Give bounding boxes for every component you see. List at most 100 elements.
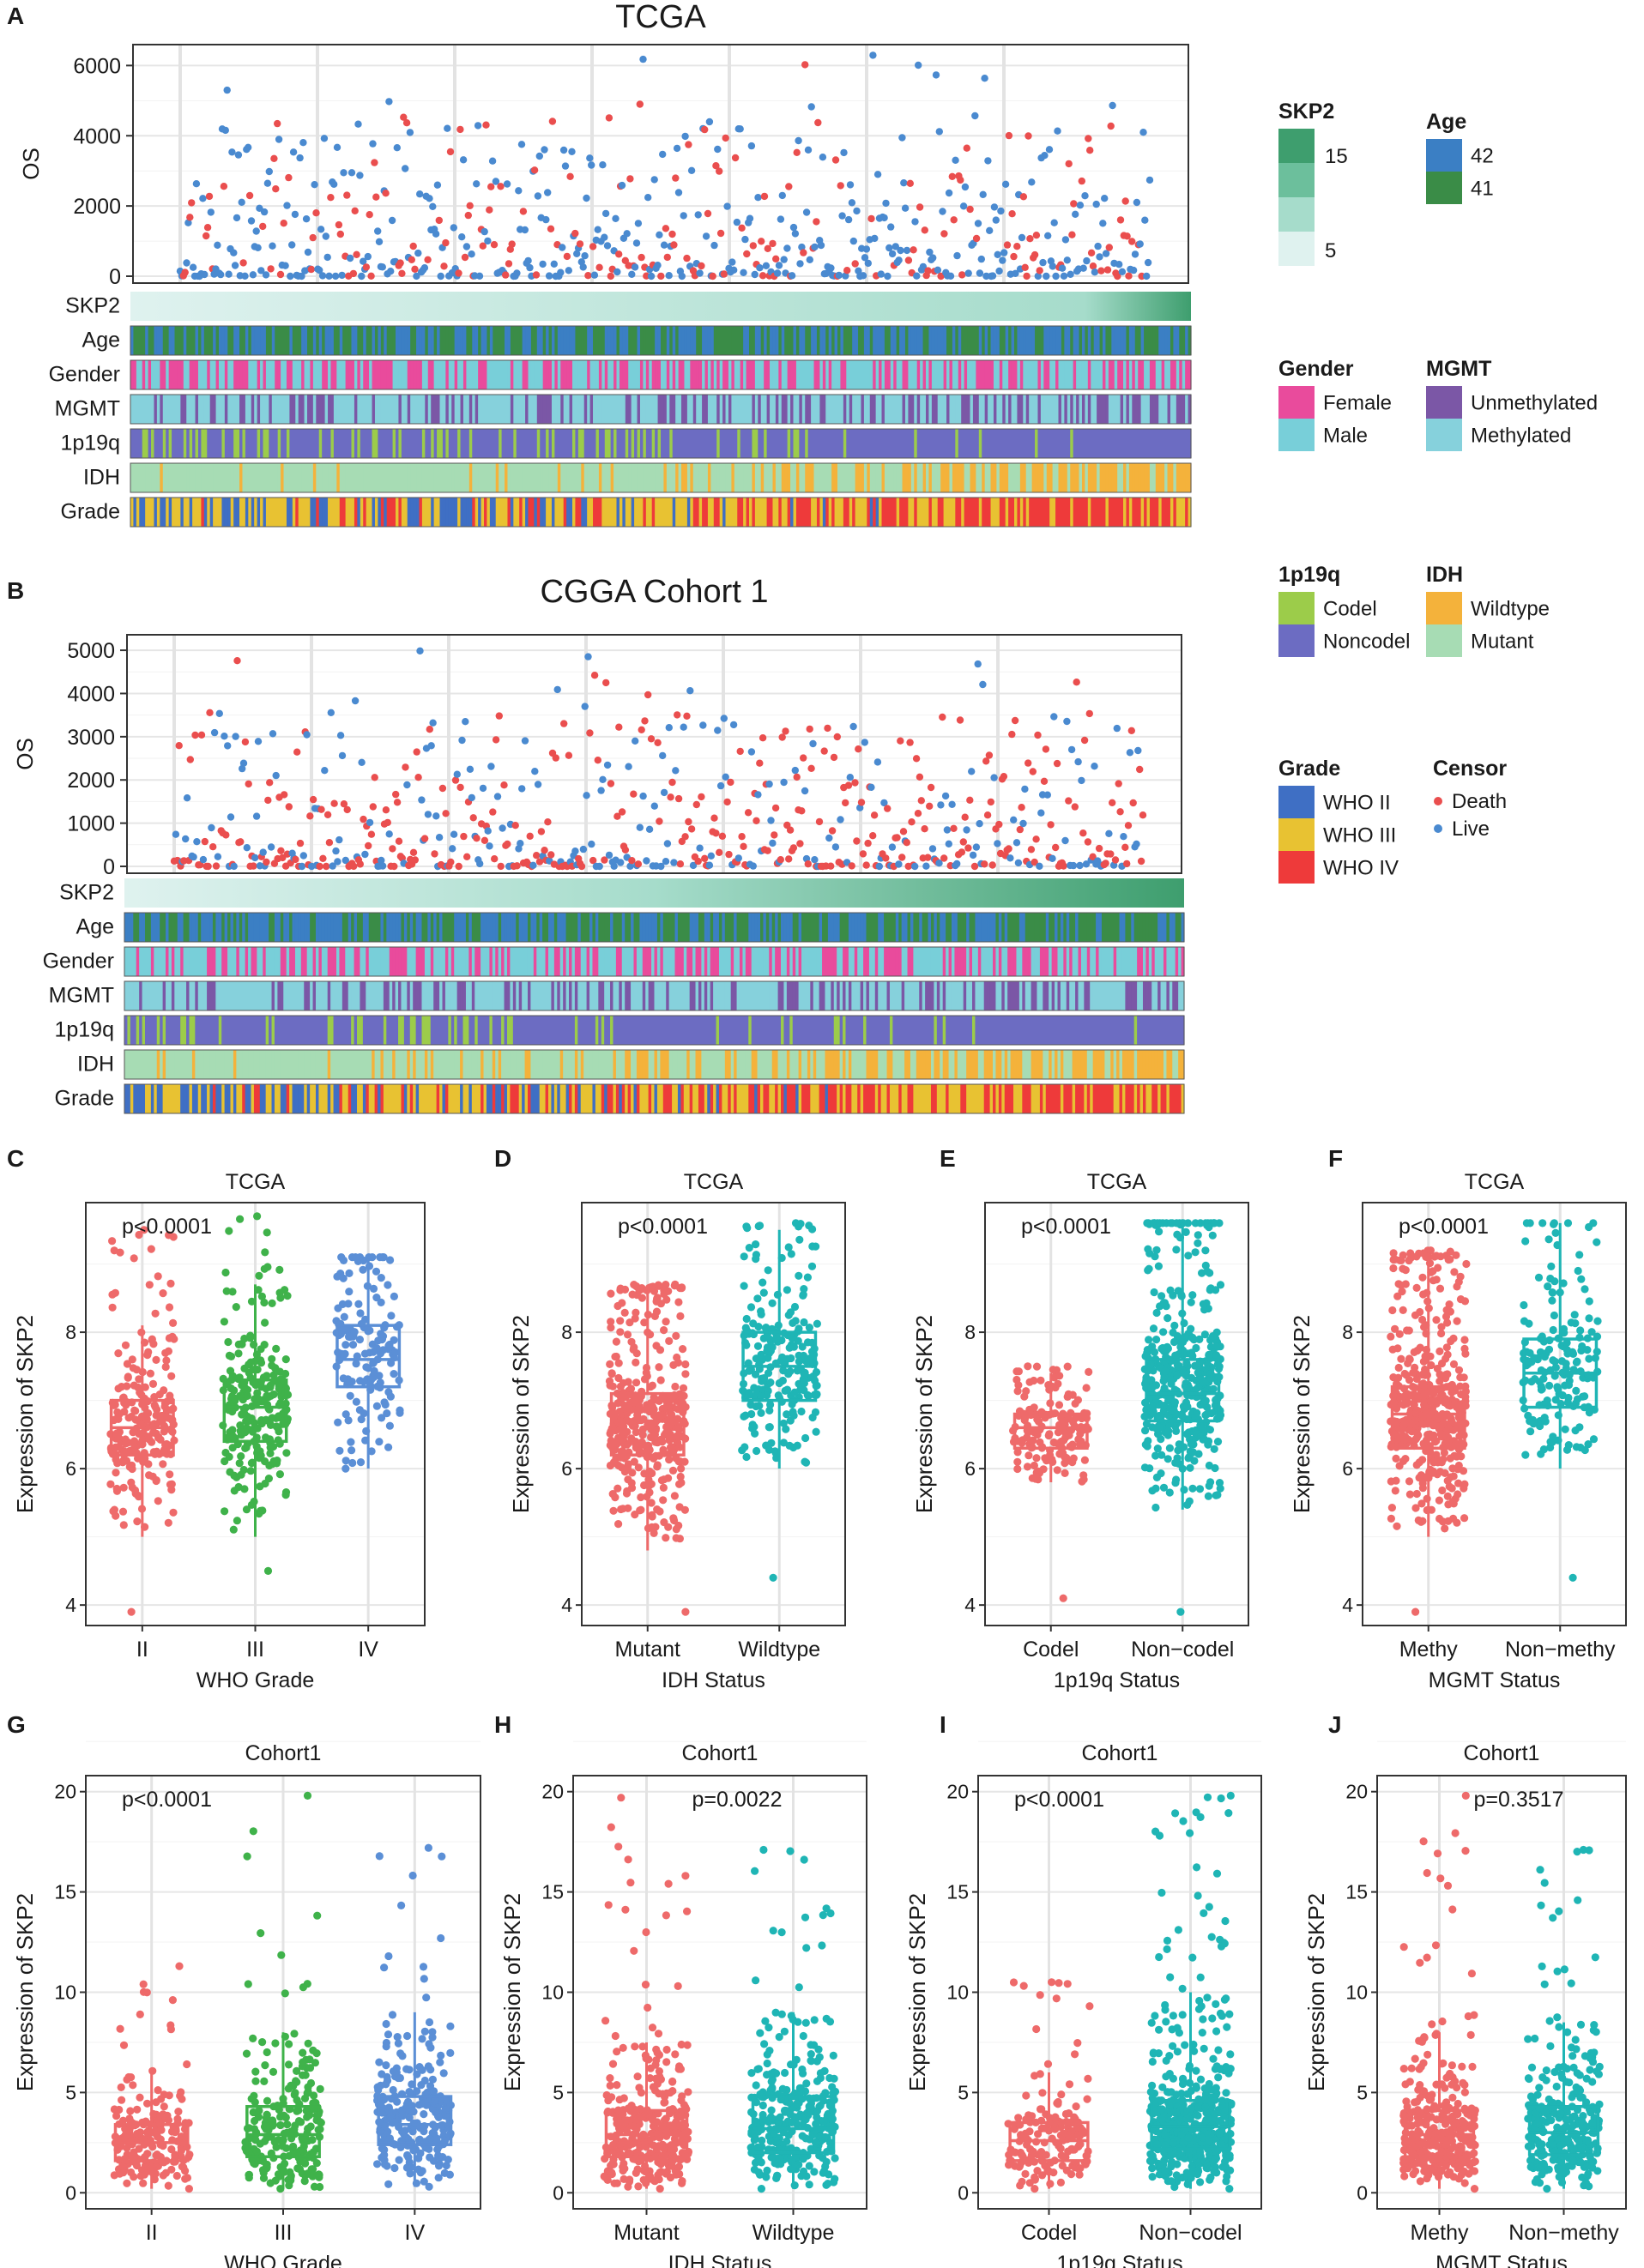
track-cell [560, 326, 565, 355]
track-cell [495, 360, 499, 389]
point-live [601, 233, 608, 241]
track-cell [430, 913, 434, 942]
point-death [431, 850, 438, 858]
y-tick-label: 0 [103, 855, 115, 879]
track-cell [880, 947, 885, 976]
track-cell [416, 360, 420, 389]
track-cell [978, 395, 982, 424]
track-cell [1185, 463, 1189, 492]
point-live [1078, 776, 1085, 785]
track-cell [1034, 947, 1038, 976]
track-cell [572, 429, 577, 458]
track-cell [1005, 326, 1009, 355]
point-live [849, 237, 857, 245]
track-cell [145, 360, 149, 389]
track-cell [410, 326, 414, 355]
track-cell [987, 981, 991, 1010]
point-live [561, 162, 570, 170]
track-cell [571, 913, 576, 942]
track-cell [861, 360, 865, 389]
track-cell [696, 326, 700, 355]
point-death [204, 862, 212, 871]
point-live [416, 190, 424, 198]
track-cell [230, 395, 234, 424]
track-cell [678, 429, 682, 458]
track-cell [910, 1016, 914, 1045]
track-cell [1049, 360, 1054, 389]
track-cell [736, 913, 740, 942]
track-cell [884, 326, 888, 355]
track-cell [219, 326, 223, 355]
track-cell [1172, 913, 1176, 942]
track-cell [233, 1050, 237, 1079]
track-cell [177, 1050, 181, 1079]
track-cell [916, 395, 921, 424]
track-cell [589, 429, 594, 458]
track-cell [224, 463, 228, 492]
track-cell [289, 913, 293, 942]
track-cell [643, 395, 647, 424]
track-cell [754, 395, 759, 424]
track-cell [351, 463, 355, 492]
track-cell [251, 326, 255, 355]
track-cell [339, 395, 343, 424]
track-cell [969, 947, 973, 976]
track-cell [212, 981, 216, 1010]
track-cell [1085, 429, 1089, 458]
track-cell [162, 913, 166, 942]
track-cell [324, 463, 329, 492]
track-cell [895, 1016, 899, 1045]
point-death [800, 754, 807, 762]
point-live [462, 718, 469, 726]
track-cell [207, 913, 211, 942]
point-death [738, 833, 746, 841]
track-cell [689, 947, 693, 976]
point-live [802, 208, 811, 216]
track-cell [516, 981, 520, 1010]
track-cell [654, 913, 658, 942]
track-cell [940, 947, 944, 976]
track-cell [445, 498, 450, 527]
track-cell [574, 1016, 578, 1045]
track-cell [239, 913, 243, 942]
track-cell [749, 395, 753, 424]
point-live [1010, 816, 1018, 823]
track-cell [663, 360, 668, 389]
track-cell [975, 947, 979, 976]
point-death [220, 183, 228, 190]
track-cell [863, 360, 867, 389]
point-death [442, 810, 450, 817]
track-cell [527, 981, 532, 1010]
point-death [672, 174, 680, 182]
track-cell [1167, 395, 1171, 424]
point-death [722, 134, 729, 142]
track-cell [248, 498, 252, 527]
track-cell [692, 429, 697, 458]
track-cell [139, 947, 143, 976]
point-live [1054, 127, 1061, 135]
track-cell [827, 913, 831, 942]
track-cell [928, 498, 933, 527]
point-live [322, 232, 329, 240]
track-cell [766, 395, 771, 424]
point-death [1111, 856, 1120, 864]
point-live [809, 739, 817, 748]
track-cell [380, 1016, 384, 1045]
point-death [1085, 709, 1094, 718]
track-cell [910, 498, 915, 527]
track-cell [230, 1016, 234, 1045]
track-cell [530, 429, 535, 458]
track-cell [366, 1016, 370, 1045]
track-cell [259, 1016, 263, 1045]
track-cell [716, 395, 721, 424]
track-cell [1091, 395, 1095, 424]
track-cell [384, 395, 388, 424]
track-cell [890, 498, 894, 527]
track-cell [607, 1016, 611, 1045]
point-live [474, 122, 482, 130]
point-live [1076, 861, 1084, 870]
track-cell [1061, 360, 1065, 389]
track-cell [468, 326, 473, 355]
track-cell [404, 463, 408, 492]
track-cell [390, 360, 394, 389]
